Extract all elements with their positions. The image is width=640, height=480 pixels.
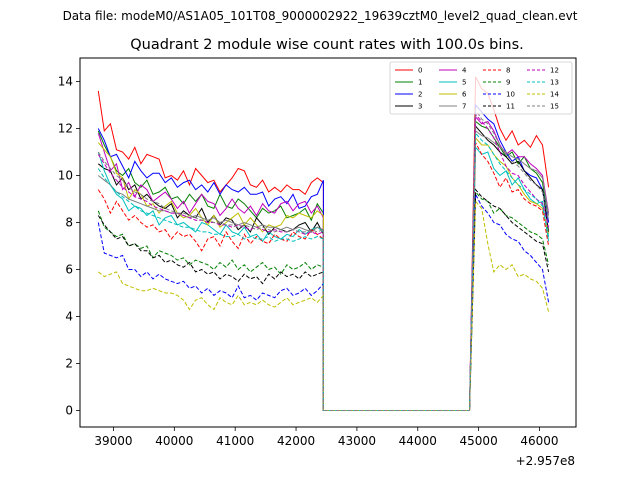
y-tick-label: 12 (58, 122, 73, 136)
series-line-10 (97, 194, 550, 411)
legend-label-6: 6 (462, 91, 467, 99)
y-tick-label: 8 (65, 216, 73, 230)
x-tick-label: 40000 (155, 434, 193, 448)
legend-label-7: 7 (462, 103, 466, 111)
axes-frame (79, 57, 577, 428)
series-line-12 (97, 113, 550, 411)
legend-label-13: 13 (550, 79, 559, 87)
legend-label-9: 9 (506, 79, 510, 87)
legend-label-15: 15 (550, 103, 559, 111)
legend-label-10: 10 (506, 91, 515, 99)
legend-label-8: 8 (506, 67, 510, 75)
legend-label-1: 1 (418, 79, 422, 87)
legend-label-3: 3 (418, 103, 422, 111)
x-tick-label: 41000 (216, 434, 254, 448)
y-tick-label: 14 (58, 75, 73, 89)
legend-label-5: 5 (462, 79, 466, 87)
legend-label-12: 12 (550, 67, 559, 75)
y-tick-label: 0 (65, 404, 73, 418)
x-tick-label: 39000 (94, 434, 132, 448)
y-axis: 0 2 4 6 8 10 12 14 (58, 75, 80, 418)
series-line-13 (97, 131, 550, 411)
chart-title: Quadrant 2 module wise count rates with … (130, 37, 524, 53)
x-tick-label: 45000 (460, 434, 498, 448)
legend-label-4: 4 (462, 67, 467, 75)
legend-label-14: 14 (550, 91, 559, 99)
plot-lines (97, 76, 550, 411)
legend-label-0: 0 (418, 67, 422, 75)
legend-label-11: 11 (506, 103, 515, 111)
y-tick-label: 10 (58, 169, 73, 183)
legend-label-2: 2 (418, 91, 422, 99)
legend-box (389, 61, 573, 115)
x-tick-label: 42000 (277, 434, 315, 448)
x-tick-label: 46000 (520, 434, 558, 448)
y-tick-label: 2 (65, 357, 73, 371)
y-tick-label: 4 (65, 310, 73, 324)
y-tick-label: 6 (65, 263, 73, 277)
x-offset-label: +2.957e8 (516, 454, 575, 468)
x-tick-label: 44000 (399, 434, 437, 448)
series-line-15 (97, 108, 550, 411)
figure-suptitle: Data file: modeM0/AS1A05_101T08_90000029… (63, 9, 578, 23)
x-tick-label: 43000 (338, 434, 376, 448)
x-axis: 39000 40000 41000 42000 43000 44000 45000 46000 (94, 427, 559, 448)
